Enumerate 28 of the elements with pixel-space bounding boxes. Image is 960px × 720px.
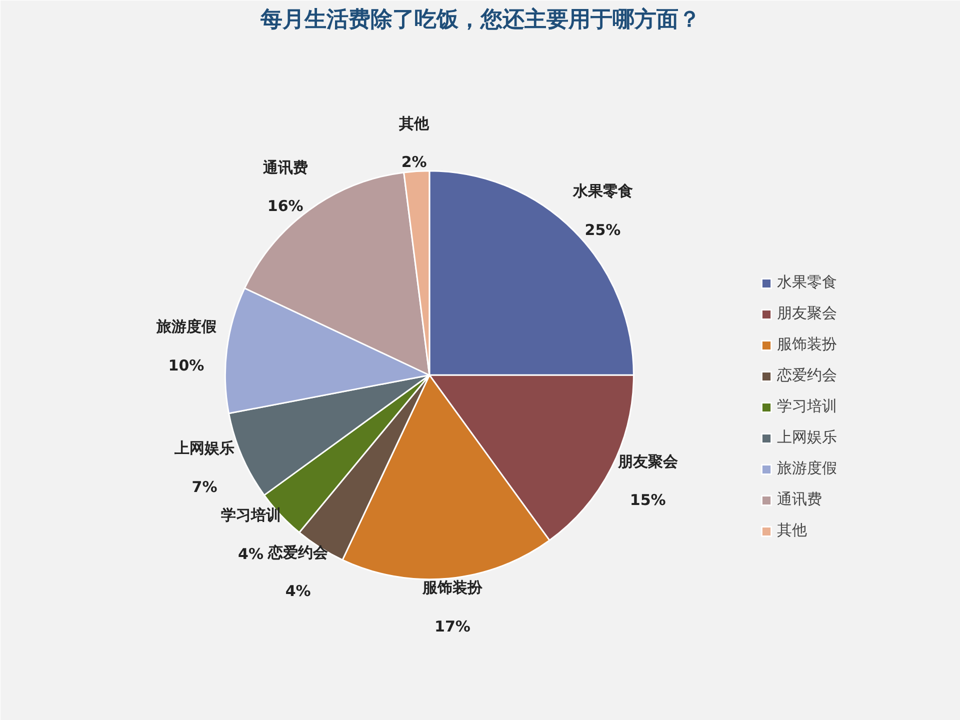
slice-label: 通讯费 [262, 158, 308, 176]
legend-label: 服饰装扮 [777, 335, 837, 354]
legend-label: 其他 [777, 521, 807, 540]
legend-label: 通讯费 [777, 490, 822, 509]
slice-label: 恋爱约会 [267, 543, 330, 562]
slice-label: 服饰装扮 [422, 578, 484, 597]
slice-label: 学习培训 [220, 506, 281, 524]
data-label: 4% [238, 544, 264, 563]
chart-title: 每月生活费除了吃饭，您还主要用于哪方面？ [260, 6, 700, 32]
data-label: 25% [584, 220, 621, 239]
data-label: 17% [434, 617, 470, 636]
legend-label: 学习培训 [777, 397, 837, 416]
legend-label: 上网娱乐 [777, 428, 837, 447]
data-label: 2% [401, 153, 427, 172]
legend-label: 恋爱约会 [777, 366, 837, 385]
data-label: 16% [267, 197, 304, 216]
slice-label: 上网娱乐 [173, 439, 234, 458]
slice-label: 其他 [398, 114, 430, 132]
slice-label: 旅游度假 [155, 318, 218, 336]
data-label: 4% [285, 582, 311, 600]
legend-label: 旅游度假 [777, 459, 837, 478]
slice-label: 水果零食 [572, 182, 633, 200]
data-label: 7% [192, 478, 218, 496]
data-label: 10% [168, 356, 204, 374]
legend-label: 朋友聚会 [777, 304, 837, 323]
data-label: 15% [630, 491, 666, 510]
slice-label: 朋友聚会 [616, 452, 679, 470]
legend-label: 水果零食 [777, 273, 837, 292]
